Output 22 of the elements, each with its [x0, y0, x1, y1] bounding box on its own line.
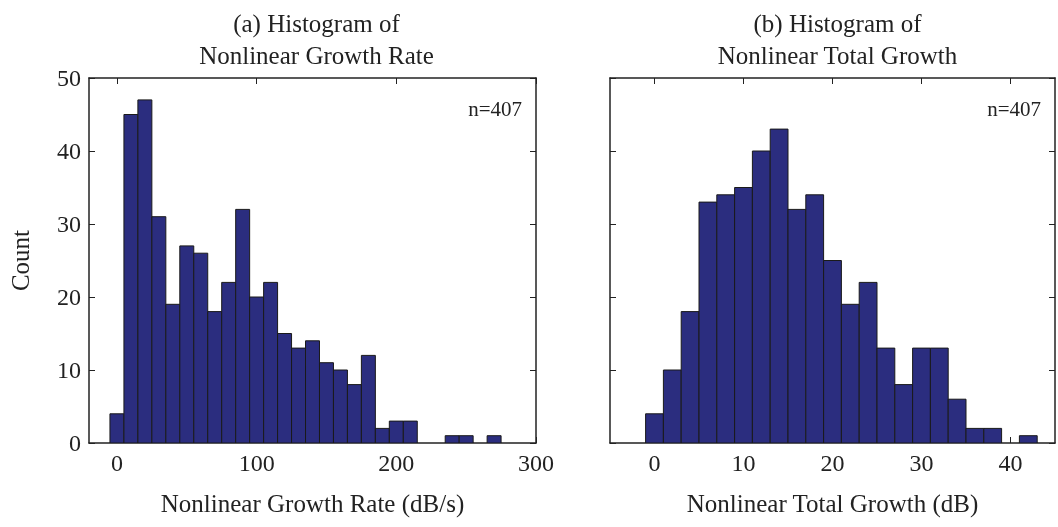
- chart-title: (a) Histogram of Nonlinear Growth Rate: [199, 9, 434, 69]
- x-tick-label: 0: [648, 450, 661, 476]
- annotation: n=407: [468, 96, 522, 121]
- y-tick-label: 0: [69, 430, 81, 456]
- y-axis-title: Count: [7, 229, 34, 292]
- x-tick-label: 10: [731, 450, 756, 476]
- x-tick-label: 300: [518, 450, 554, 476]
- chart-title: (b) Histogram of Nonlinear Total Growth: [717, 9, 958, 69]
- x-tick-label: 30: [909, 450, 934, 476]
- x-tick-label: 0: [110, 450, 123, 476]
- x-axis-title: Nonlinear Total Growth (dB): [686, 490, 979, 518]
- y-tick-label: 50: [57, 65, 81, 91]
- y-tick-label: 10: [57, 357, 81, 383]
- y-tick-label: 20: [57, 284, 81, 310]
- x-axis-title: Nonlinear Growth Rate (dB/s): [160, 490, 465, 518]
- annotation: n=407: [987, 96, 1041, 121]
- x-tick-label: 100: [238, 450, 275, 476]
- x-tick-label: 200: [378, 450, 415, 476]
- y-tick-label: 40: [57, 138, 81, 164]
- x-tick-label: 20: [820, 450, 845, 476]
- y-tick-label: 30: [57, 211, 81, 237]
- x-tick-label: 40: [998, 450, 1023, 476]
